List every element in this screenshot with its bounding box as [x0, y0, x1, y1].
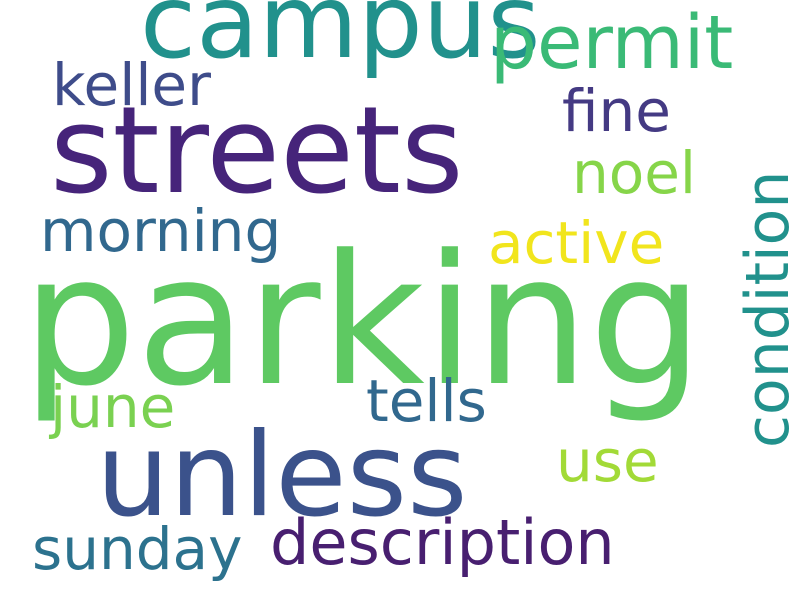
word-morning: morning — [40, 197, 282, 265]
word-tells: tells — [366, 367, 487, 435]
word-june: june — [50, 373, 176, 441]
word-fine: fine — [562, 77, 671, 145]
word-unless: unless — [96, 408, 468, 543]
word-parking: parking — [22, 217, 704, 426]
word-permit: permit — [490, 0, 734, 86]
word-description: description — [270, 506, 615, 579]
word-noel: noel — [572, 139, 697, 207]
word-sunday: sunday — [32, 515, 243, 583]
word-campus: campus — [140, 0, 541, 82]
word-streets: streets — [50, 82, 464, 221]
word-condition: condition — [733, 170, 800, 448]
word-keller: keller — [52, 51, 211, 119]
word-use: use — [556, 427, 659, 495]
word-active: active — [488, 209, 665, 277]
